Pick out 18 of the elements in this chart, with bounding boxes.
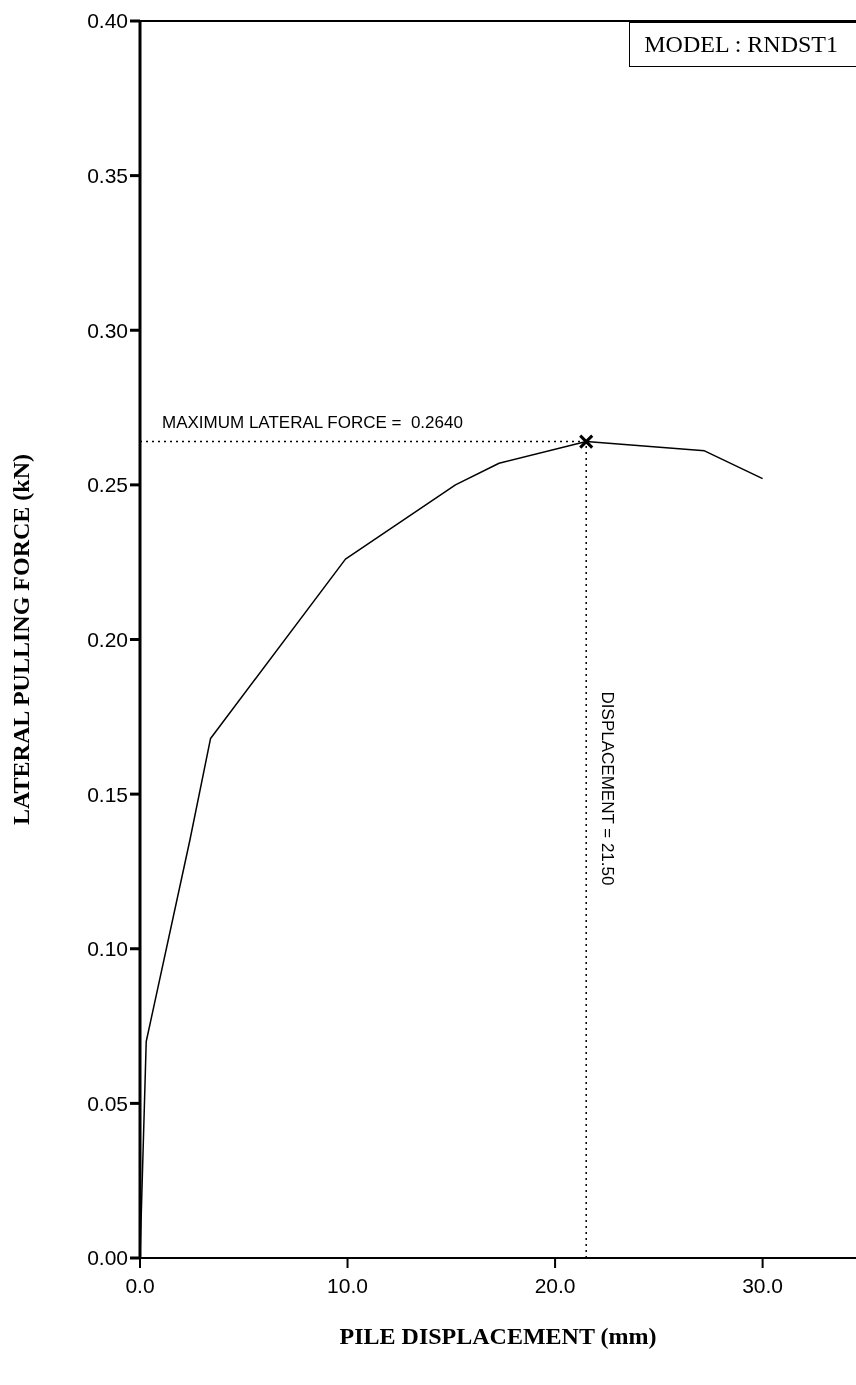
ref-line-label: MAXIMUM LATERAL FORCE = 0.2640: [162, 412, 463, 432]
x-axis-title: PILE DISPLACEMENT (mm): [339, 1323, 657, 1349]
y-axis-title: LATERAL PULLING FORCE (kN): [7, 454, 34, 825]
x-tick-label: 20.0: [534, 1273, 576, 1297]
y-tick-label: 0.20: [87, 627, 128, 651]
x-tick-label: 10.0: [327, 1273, 368, 1297]
ref-line-label: DISPLACEMENT = 21.50: [598, 691, 618, 886]
x-tick-label: 0.0: [125, 1273, 155, 1297]
annotation: MODEL : RNDST1: [629, 22, 856, 67]
x-tick-label: 30.0: [742, 1273, 784, 1297]
y-tick-label: 0.00: [87, 1246, 128, 1270]
y-tick-label: 0.15: [87, 782, 128, 806]
y-tick-label: 0.25: [87, 473, 128, 497]
y-tick-label: 0.05: [87, 1091, 128, 1115]
y-tick-label: 0.40: [87, 9, 128, 33]
y-tick-label: 0.10: [87, 937, 128, 961]
y-tick-label: 0.30: [87, 318, 128, 342]
y-tick-label: 0.35: [87, 164, 128, 188]
